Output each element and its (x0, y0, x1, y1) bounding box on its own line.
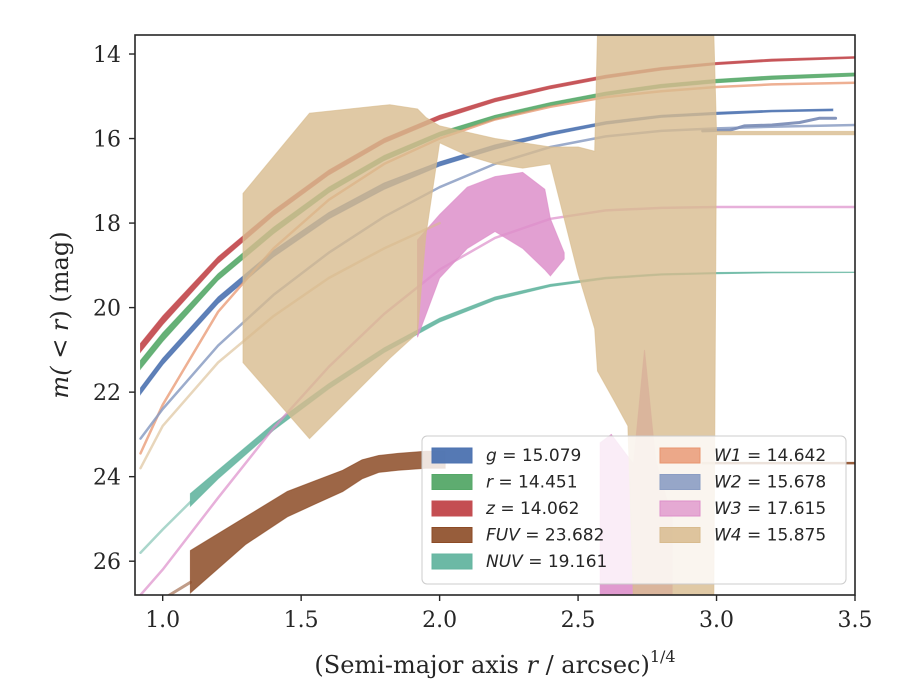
y-tick-label: 22 (93, 381, 121, 406)
legend-swatch-fuv (431, 527, 473, 543)
legend-label-g: g = 15.079 (486, 446, 581, 466)
y-tick-label: 26 (93, 550, 121, 575)
legend-label-w2: W2 = 15.678 (714, 473, 826, 493)
y-tick-label: 20 (93, 297, 121, 322)
x-tick-label: 3.5 (838, 608, 873, 633)
legend-swatch-w4 (659, 527, 701, 543)
legend-frame (421, 435, 847, 585)
y-tick-label: 14 (93, 43, 121, 68)
legend: g = 15.079 r = 14.451 z = 14.062 FUV = 23.6… (421, 435, 847, 585)
legend-label-r: r = 14.451 (486, 473, 578, 493)
y-tick-label: 24 (93, 466, 121, 491)
legend-swatch-w1 (659, 447, 701, 464)
x-tick-label: 1.5 (284, 608, 319, 633)
legend-swatch-w2 (659, 474, 701, 490)
legend-label-nuv: NUV = 19.161 (486, 552, 607, 572)
legend-swatch-nuv (431, 553, 473, 570)
x-tick-label: 2.0 (422, 608, 457, 633)
legend-swatch-r (431, 474, 473, 490)
legend-label-w3: W3 = 17.615 (714, 499, 826, 519)
x-tick-label: 3.0 (699, 608, 734, 633)
legend-label-z: z = 14.062 (485, 499, 579, 519)
series-nuv_tail-line (139, 500, 192, 554)
legend-label-w4: W4 = 15.875 (714, 526, 826, 546)
series-fuv_tail-line (166, 580, 192, 595)
x-axis-title: (Semi-major axis r / arcsec)1/4 (314, 647, 675, 679)
legend-swatch-w3 (659, 500, 701, 517)
x-tick-label: 2.5 (561, 608, 596, 633)
y-tick-label: 16 (93, 128, 121, 153)
legend-label-w1: W1 = 14.642 (714, 446, 826, 466)
y-axis-title: m( < r) (mag) (46, 231, 74, 398)
legend-label-fuv: FUV = 23.682 (486, 526, 604, 546)
series-w2_wiggle-line (701, 116, 838, 133)
ticks-layer: 1.0 1.5 2.0 2.5 3.0 3.5 14 16 18 20 22 24 26 (93, 43, 873, 633)
series-w3_band-band (417, 171, 565, 338)
plot-frame (134, 34, 856, 596)
x-tick-label: 1.0 (145, 608, 180, 633)
y-tick-label: 18 (93, 212, 121, 237)
legend-swatch-z (431, 500, 473, 517)
series-w4_line-line (139, 221, 441, 470)
legend-swatch-g (431, 447, 473, 464)
